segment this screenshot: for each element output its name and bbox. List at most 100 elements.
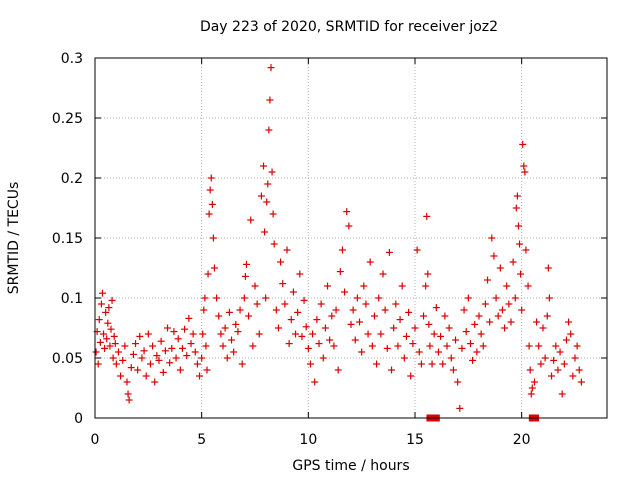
data-point [492,294,500,302]
data-point [183,352,191,360]
data-point [153,352,161,360]
data-point [189,330,197,338]
data-point [488,234,496,242]
data-point [428,360,436,368]
data-point [411,324,419,332]
data-point [223,354,231,362]
data-point [400,354,408,362]
data-point [146,360,154,368]
data-point [573,342,581,350]
data-point [170,328,178,336]
data-point [398,282,406,290]
data-point [309,330,317,338]
chart-title: Day 223 of 2020, SRMTID for receiver joz… [200,19,498,35]
data-point [267,64,275,72]
data-point [481,300,489,308]
data-point [279,280,287,288]
data-point [266,96,274,104]
data-point [460,306,468,314]
data-point [469,356,477,364]
x-axis-label: GPS time / hours [292,458,409,474]
data-point [409,340,417,348]
data-point [548,372,556,380]
data-point [296,270,304,278]
data-point [370,312,378,320]
data-point [274,324,282,332]
data-point [125,396,133,404]
data-point [525,342,533,350]
data-point [447,354,455,362]
data-point [257,192,265,200]
data-point [527,390,535,398]
y-tick-label: 0.2 [61,171,83,187]
data-point [377,330,385,338]
data-point [196,372,204,380]
data-point [187,340,195,348]
data-point [556,348,564,356]
data-point [112,360,120,368]
data-point [242,260,250,268]
data-point [198,354,206,362]
data-point [360,282,368,290]
data-point [445,324,453,332]
data-point [345,222,353,230]
data-point [381,306,389,314]
data-point [317,300,325,308]
data-point [544,264,552,272]
data-point [240,294,248,302]
data-point [475,312,483,320]
data-point [473,348,481,356]
data-point [263,198,271,206]
data-point [166,359,174,367]
data-point [149,342,157,350]
data-point [142,372,150,380]
y-tick-label: 0.1 [61,291,83,307]
data-point [217,330,225,338]
data-point [269,210,277,218]
data-point [434,348,442,356]
data-point [501,324,509,332]
data-point [375,294,383,302]
data-point [232,320,240,328]
data-point [210,264,218,272]
data-point [498,306,506,314]
data-point [521,168,529,176]
data-point [209,234,217,242]
data-point [287,316,295,324]
data-point [236,306,244,314]
data-point [454,378,462,386]
data-point [102,308,110,316]
data-point [324,282,332,290]
data-point [336,268,344,276]
data-point [554,366,562,374]
data-point [494,312,502,320]
data-point [425,320,433,328]
data-point [306,360,314,368]
y-tick-label: 0.3 [61,51,83,67]
grid-lines [95,58,607,418]
x-tick-label: 15 [406,432,424,448]
data-point [362,300,370,308]
data-point [530,378,538,386]
data-point [520,162,528,170]
data-point [426,342,434,350]
data-point [334,366,342,374]
data-point [108,296,116,304]
data-point [313,316,321,324]
data-point [123,378,131,386]
data-point [552,342,560,350]
data-point [353,294,361,302]
data-point [533,318,541,326]
data-point [249,342,257,350]
data-point [95,316,103,324]
data-point [304,344,312,352]
data-point [251,282,259,290]
data-point [496,264,504,272]
data-point [402,332,410,340]
data-point [507,318,515,326]
data-point [541,354,549,362]
data-point [368,342,376,350]
data-point [302,323,310,331]
data-point [332,306,340,314]
data-point [164,324,172,332]
